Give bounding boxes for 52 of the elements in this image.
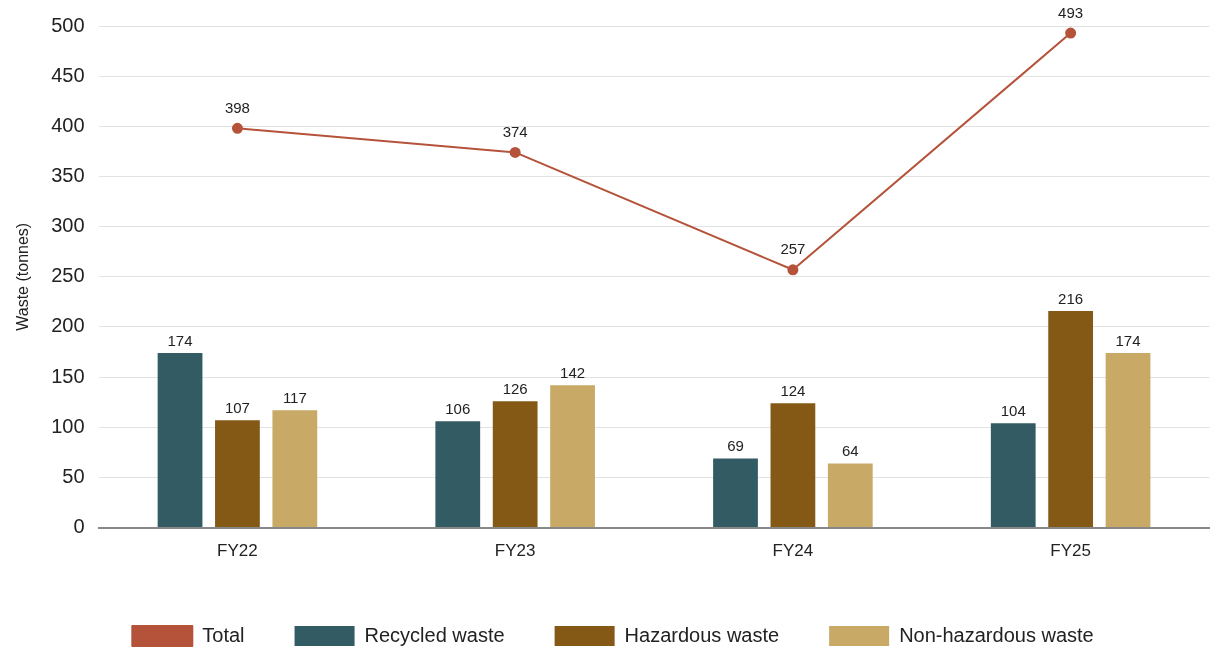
y-tick-label: 200 [51,314,85,337]
data-label: 257 [780,240,806,258]
y-tick-label: 250 [51,264,85,287]
y-tick-label: 0 [73,515,85,538]
x-tick-label: FY25 [1050,541,1091,561]
data-label: 493 [1058,3,1084,21]
data-label: 104 [1000,401,1026,419]
bar [1048,310,1094,528]
bar [492,401,538,528]
y-tick-label: 500 [51,13,85,36]
data-label: 142 [560,363,586,381]
legend-label: Recycled waste [364,623,505,646]
y-tick-label: 300 [51,214,85,237]
data-label: 107 [224,398,250,416]
data-label: 69 [727,437,744,455]
bar [157,353,203,528]
bar [990,423,1036,528]
y-tick-label: 350 [51,164,85,186]
legend-label: Total [202,623,245,646]
x-tick-label: FY24 [772,541,814,561]
bar [770,403,816,528]
data-label: 174 [1115,331,1141,349]
legend-label: Non-hazardous waste [899,623,1094,646]
y-tick-label: 150 [51,364,85,387]
data-label: 106 [445,399,471,417]
data-label: 374 [502,123,528,141]
x-tick-label: FY22 [217,541,258,561]
data-label: 216 [1058,289,1084,307]
point [1065,27,1077,39]
point [509,146,521,158]
legend-label: Hazardous waste [624,623,780,646]
data-label: 64 [841,442,859,460]
bar [713,458,758,528]
y-tick-label: 50 [62,464,85,487]
bar [1105,353,1151,528]
y-axis-title: Waste (tonnes) [14,222,32,331]
x-tick-label: FY23 [494,541,536,561]
point [787,264,799,276]
data-label: 126 [502,379,528,397]
data-label: 398 [224,98,250,116]
data-label: 117 [282,388,307,406]
bar [215,420,260,528]
y-tick-label: 400 [51,113,85,136]
point [231,122,243,134]
data-label: 124 [780,381,806,399]
bar [435,421,481,528]
bar [827,463,873,528]
y-tick-label: 450 [51,63,85,86]
bar [550,385,595,528]
bar [272,410,318,528]
y-tick-label: 100 [51,414,85,437]
data-label: 174 [167,331,193,349]
